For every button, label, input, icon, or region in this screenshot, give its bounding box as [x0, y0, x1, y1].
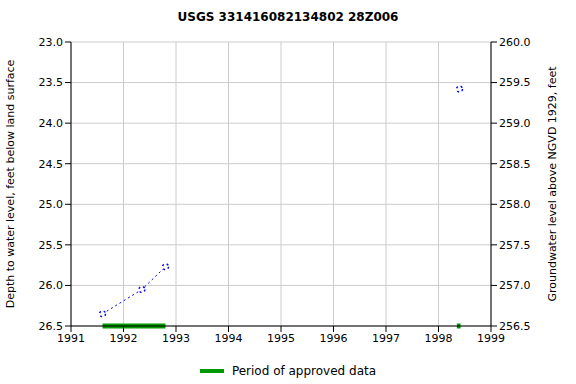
svg-text:258.0: 258.0 — [499, 198, 531, 211]
svg-text:1997: 1997 — [372, 332, 400, 345]
svg-text:1992: 1992 — [110, 332, 138, 345]
svg-text:Depth to water level, feet bel: Depth to water level, feet below land su… — [8, 59, 17, 308]
html-text:Period of approved data: Period of approved data — [231, 364, 377, 378]
svg-text:259.5: 259.5 — [499, 76, 531, 89]
svg-text:260.0: 260.0 — [499, 36, 531, 49]
svg-text:25.0: 25.0 — [39, 198, 64, 211]
svg-text:257.0: 257.0 — [499, 279, 531, 292]
svg-text:257.5: 257.5 — [499, 239, 531, 252]
svg-text:25.5: 25.5 — [39, 239, 64, 252]
svg-text:1998: 1998 — [425, 332, 453, 345]
svg-text:1993: 1993 — [162, 332, 190, 345]
svg-text:26.5: 26.5 — [39, 320, 64, 333]
svg-text:23.5: 23.5 — [39, 76, 64, 89]
svg-text:259.0: 259.0 — [499, 117, 531, 130]
svg-text:26.0: 26.0 — [39, 279, 64, 292]
svg-text:24.5: 24.5 — [39, 158, 64, 171]
svg-text:1999: 1999 — [477, 332, 505, 345]
svg-text:Groundwater level above NGVD 1: Groundwater level above NGVD 1929, feet — [546, 66, 559, 302]
svg-text:23.0: 23.0 — [39, 36, 64, 49]
svg-text:24.0: 24.0 — [39, 117, 64, 130]
svg-text:256.5: 256.5 — [499, 320, 531, 333]
svg-text:1991: 1991 — [57, 332, 85, 345]
svg-text:1994: 1994 — [215, 332, 243, 345]
html-text:USGS 331416082134802 28Z006: USGS 331416082134802 28Z006 — [177, 10, 399, 24]
svg-text:258.5: 258.5 — [499, 158, 531, 171]
svg-text:1996: 1996 — [320, 332, 348, 345]
svg-text:1995: 1995 — [267, 332, 295, 345]
